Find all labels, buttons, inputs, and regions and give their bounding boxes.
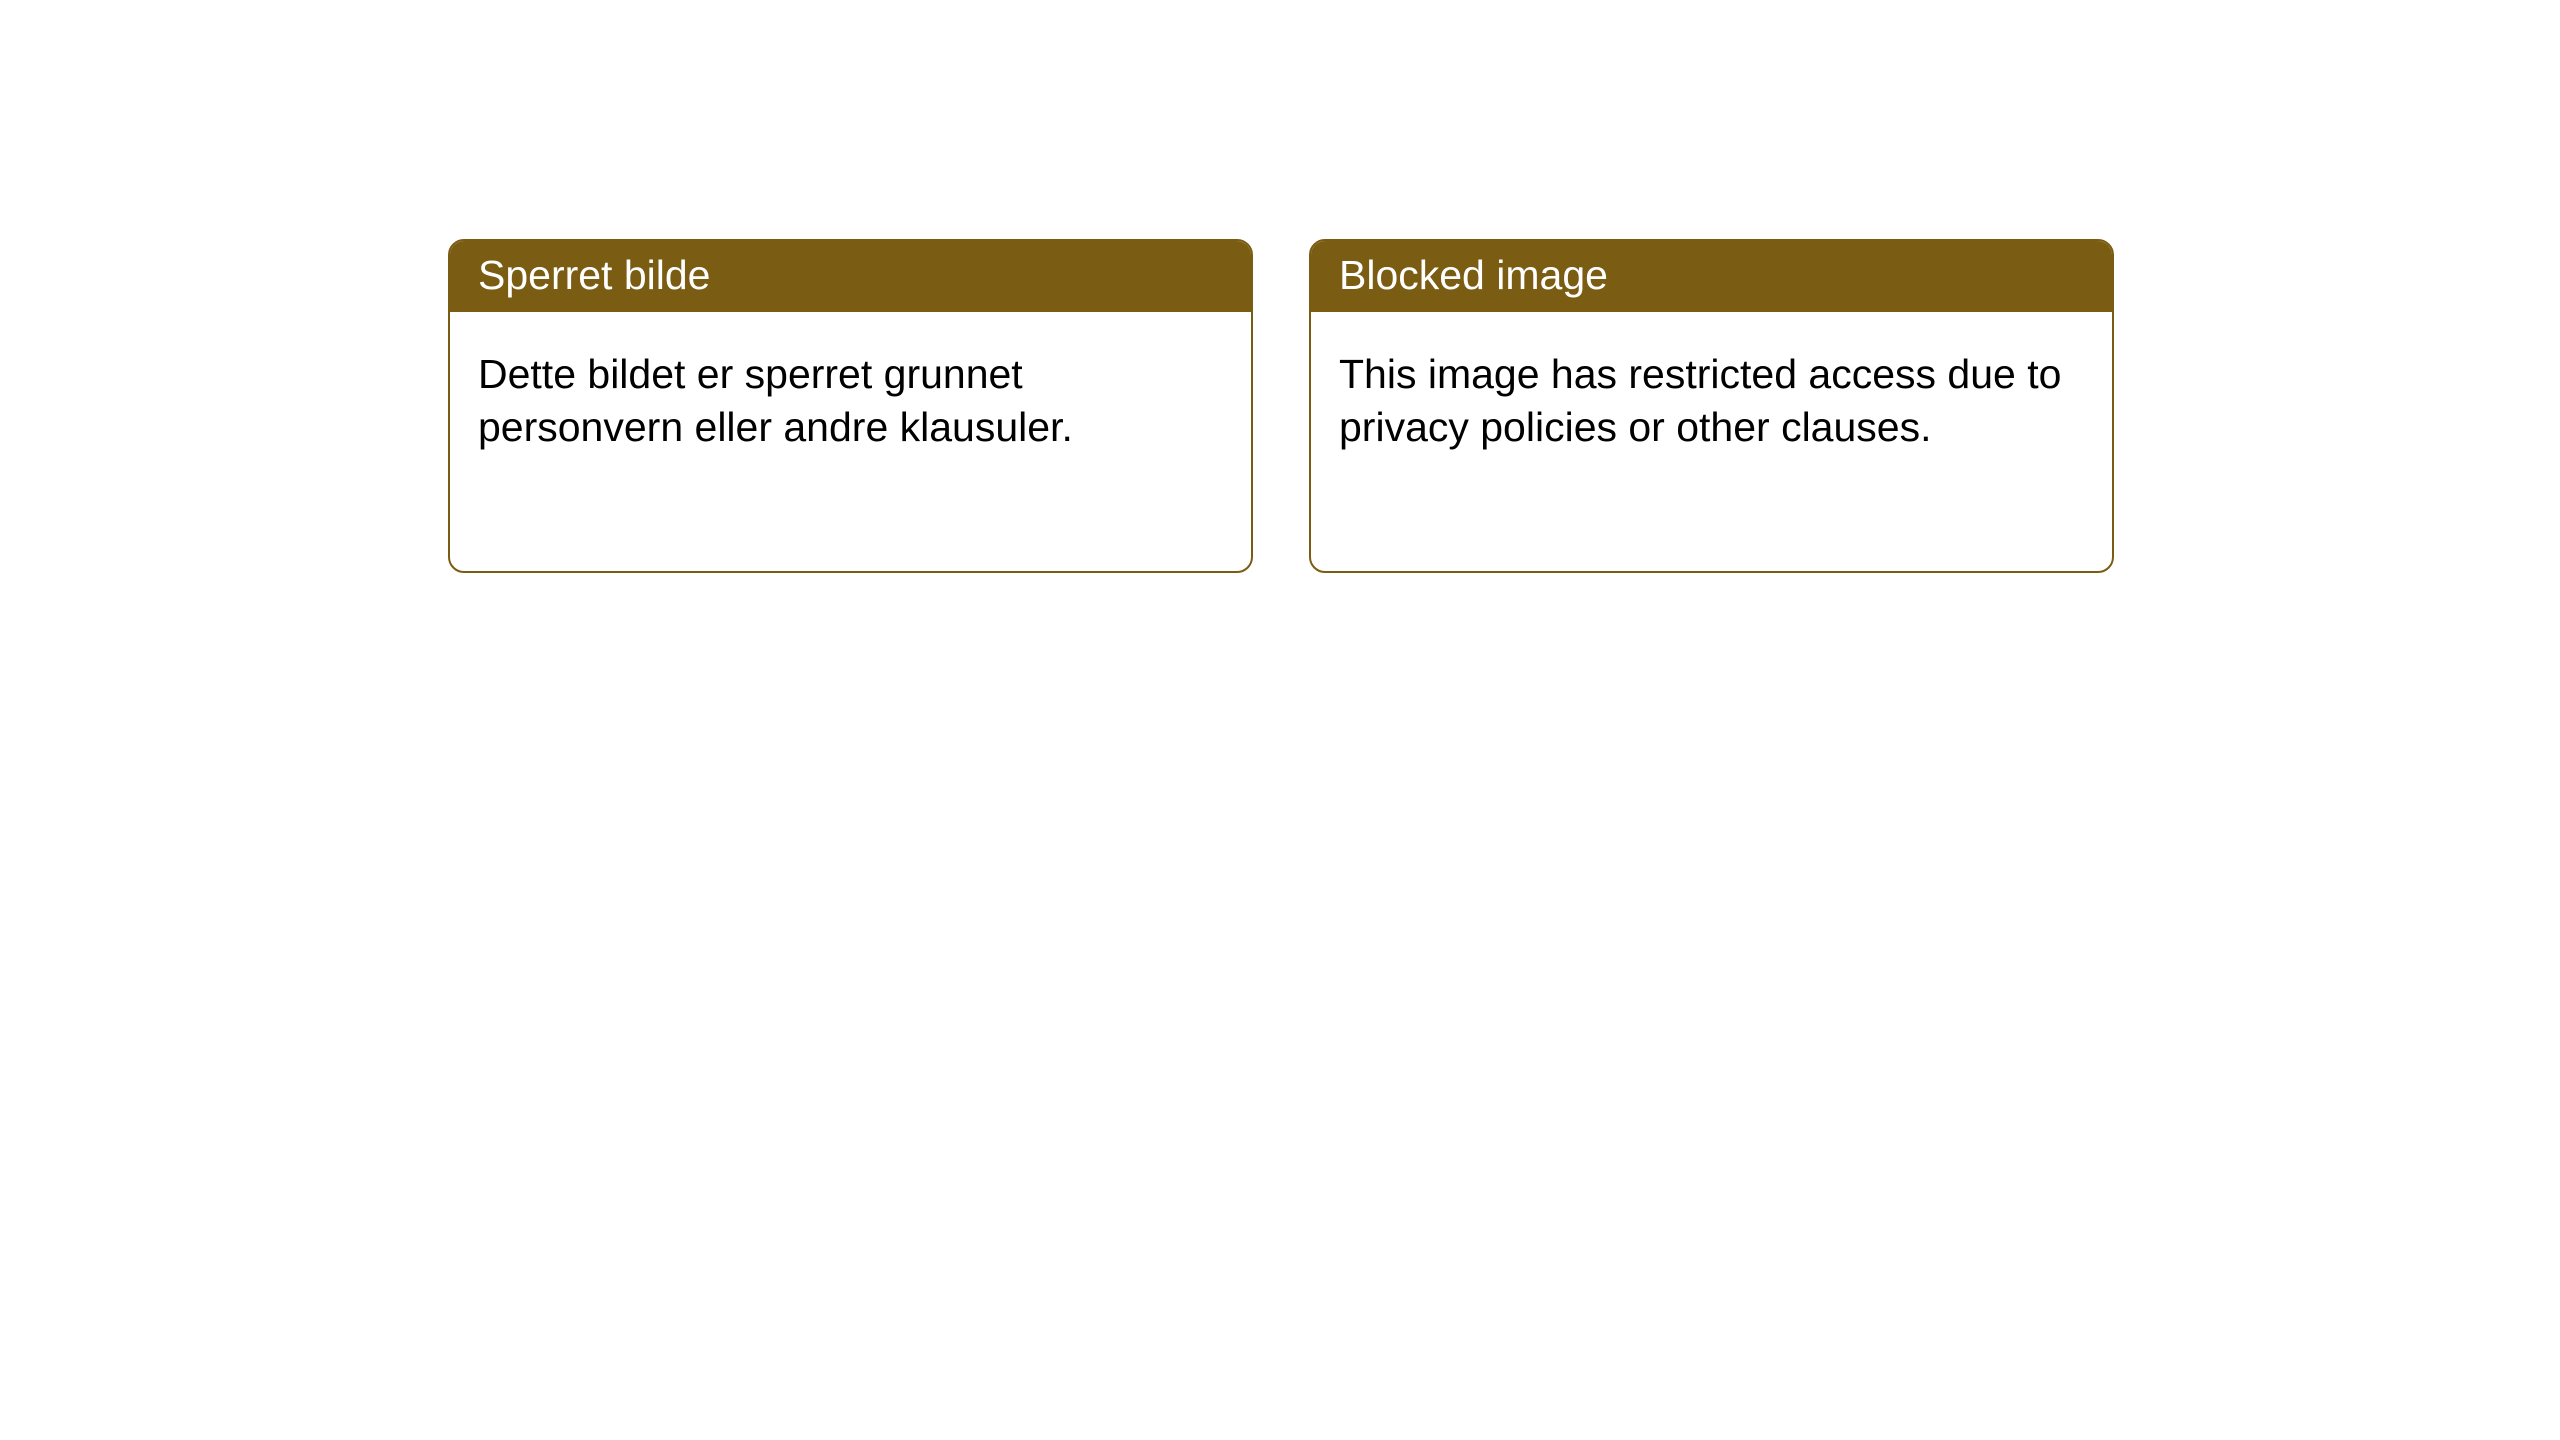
notice-title-english: Blocked image [1311,241,2112,312]
notice-body-english: This image has restricted access due to … [1311,312,2112,481]
notice-body-norwegian: Dette bildet er sperret grunnet personve… [450,312,1251,481]
notice-container: Sperret bilde Dette bildet er sperret gr… [0,0,2560,573]
notice-card-norwegian: Sperret bilde Dette bildet er sperret gr… [448,239,1253,573]
notice-title-norwegian: Sperret bilde [450,241,1251,312]
notice-card-english: Blocked image This image has restricted … [1309,239,2114,573]
